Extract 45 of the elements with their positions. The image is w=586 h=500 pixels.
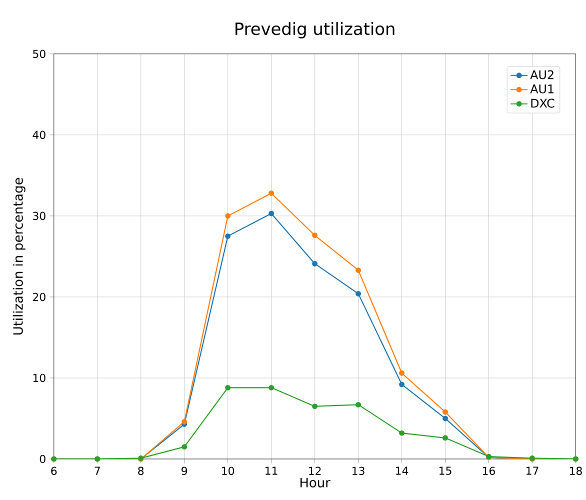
point [225,233,231,239]
point [442,409,448,415]
x-tick-label: 10 [222,466,234,476]
point [312,404,318,410]
y-tick-label: 50 [33,50,46,58]
point [399,430,405,436]
x-tick-label: 13 [352,466,364,476]
point [399,370,405,376]
x-tick-label: 8 [138,466,144,476]
point [312,261,318,267]
point [268,384,274,390]
x-tick-label: 14 [396,466,408,475]
x-tick-label: 7 [94,466,100,475]
y-tick-label: 0 [40,454,46,464]
point [356,291,362,296]
point [356,268,362,273]
y-axis-title: Utilization in percentage [12,178,26,335]
x-tick-label: 17 [526,466,538,475]
legend-label: AU1 [530,84,554,94]
point [442,435,448,441]
point [182,444,188,450]
x-tick-label: 9 [182,466,188,476]
point [312,232,318,238]
point [399,382,405,388]
x-tick-label: 15 [440,466,452,475]
y-tick-label: 30 [33,212,46,220]
point [225,384,231,390]
x-tick-label: 11 [266,466,278,475]
point [225,213,231,219]
point [268,210,274,216]
legend-label: AU2 [530,70,554,80]
x-tick-label: 6 [51,466,57,476]
point [268,190,274,196]
point [182,419,188,424]
point [356,402,362,408]
legend-label: DXC [531,98,554,108]
y-tick-label: 10 [33,374,46,382]
x-tick-label: 16 [483,466,496,476]
y-tick-label: 40 [32,130,46,140]
y-tick-label: 20 [33,292,46,302]
chart-title: Prevedig utilization [236,22,394,38]
point [442,416,448,422]
x-tick-label: 18 [570,466,582,476]
x-tick-label: 12 [309,466,321,475]
x-axis-title: Hour [300,478,330,488]
